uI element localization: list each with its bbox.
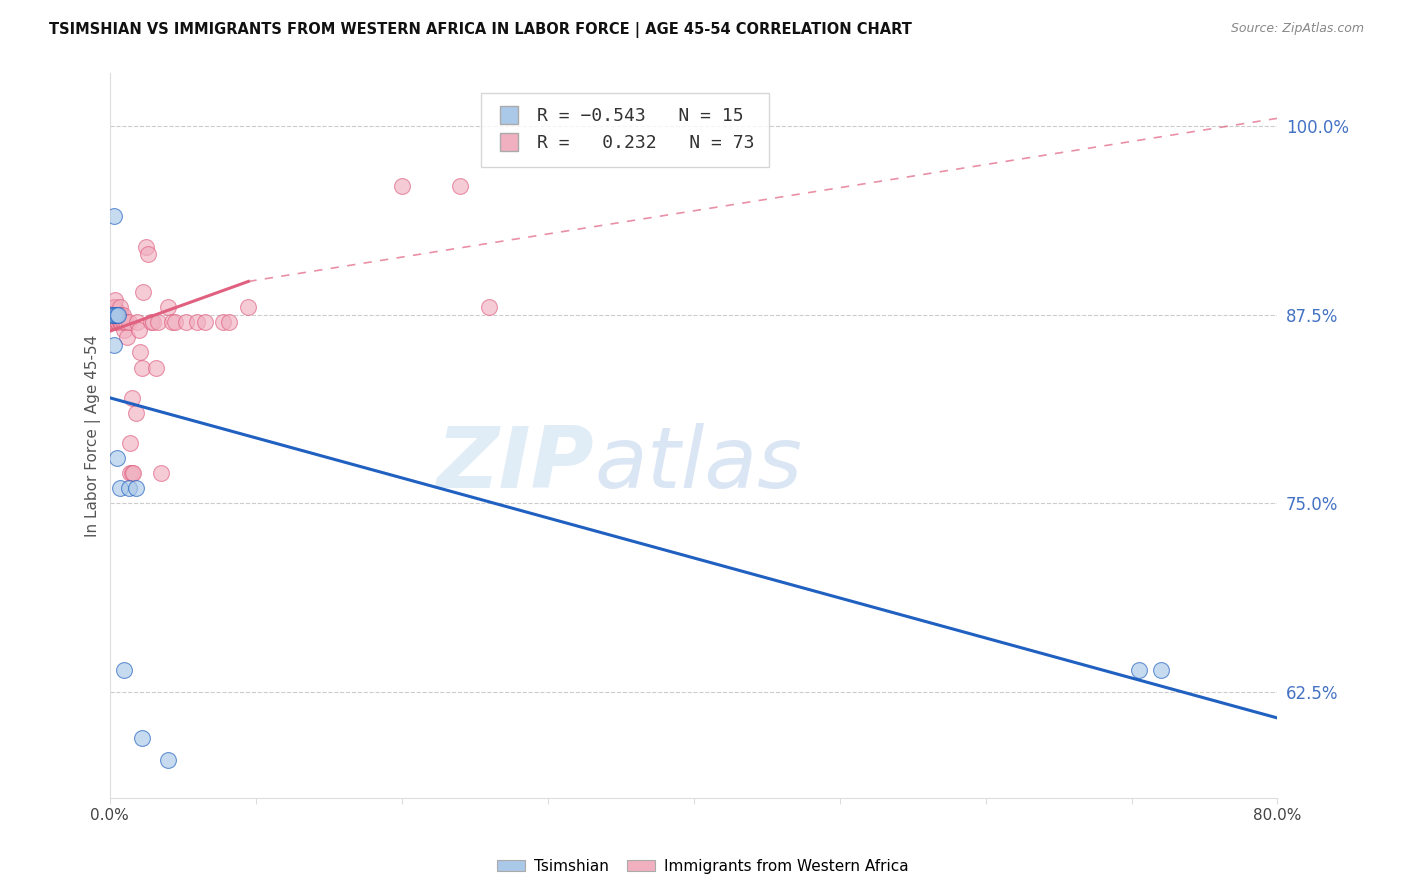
- Point: [135, 240, 157, 254]
- Point: [100, 315, 122, 329]
- Point: [125, 406, 148, 420]
- Point: [107, 315, 129, 329]
- Point: [146, 315, 169, 329]
- Point: [108, 315, 131, 329]
- Point: [111, 308, 134, 322]
- Point: [100, 315, 122, 329]
- Point: [103, 315, 125, 329]
- Point: [162, 315, 184, 329]
- Point: [103, 300, 125, 314]
- Text: TSIMSHIAN VS IMMIGRANTS FROM WESTERN AFRICA IN LABOR FORCE | AGE 45-54 CORRELATI: TSIMSHIAN VS IMMIGRANTS FROM WESTERN AFR…: [49, 22, 912, 38]
- Point: [108, 315, 131, 329]
- Point: [104, 308, 127, 322]
- Point: [128, 323, 150, 337]
- Point: [132, 285, 155, 299]
- Point: [101, 315, 124, 329]
- Point: [449, 179, 471, 194]
- Point: [149, 467, 172, 481]
- Point: [157, 300, 180, 314]
- Point: [186, 315, 208, 329]
- Point: [108, 300, 131, 314]
- Point: [104, 300, 127, 314]
- Point: [136, 247, 159, 261]
- Point: [131, 360, 153, 375]
- Point: [103, 308, 125, 322]
- Point: [120, 467, 142, 481]
- Point: [103, 308, 125, 322]
- Point: [157, 753, 180, 767]
- Legend: Tsimshian, Immigrants from Western Africa: Tsimshian, Immigrants from Western Afric…: [491, 853, 915, 880]
- Point: [111, 315, 134, 329]
- Point: [117, 482, 139, 496]
- Point: [100, 308, 122, 322]
- Point: [129, 345, 152, 359]
- Point: [110, 315, 132, 329]
- Point: [103, 300, 125, 314]
- Text: ZIP: ZIP: [437, 423, 595, 506]
- Point: [478, 300, 501, 314]
- Point: [112, 323, 135, 337]
- Point: [108, 308, 131, 322]
- Point: [238, 300, 260, 314]
- Point: [174, 315, 197, 329]
- Point: [1128, 663, 1150, 677]
- Point: [193, 315, 215, 329]
- Point: [110, 315, 132, 329]
- Point: [112, 663, 135, 677]
- Y-axis label: In Labor Force | Age 45-54: In Labor Force | Age 45-54: [86, 334, 101, 537]
- Point: [117, 315, 139, 329]
- Point: [105, 308, 128, 322]
- Point: [105, 315, 128, 329]
- Point: [112, 315, 135, 329]
- Point: [145, 360, 167, 375]
- Point: [115, 330, 138, 344]
- Point: [104, 315, 127, 329]
- Point: [105, 308, 128, 322]
- Point: [121, 467, 143, 481]
- Point: [165, 315, 187, 329]
- Point: [114, 315, 136, 329]
- Point: [104, 308, 127, 322]
- Point: [103, 308, 125, 322]
- Point: [107, 308, 129, 322]
- Point: [212, 315, 235, 329]
- Point: [100, 308, 122, 322]
- Point: [107, 308, 129, 322]
- Point: [131, 731, 153, 745]
- Point: [122, 467, 145, 481]
- Text: atlas: atlas: [595, 423, 803, 506]
- Point: [110, 308, 132, 322]
- Point: [121, 391, 143, 405]
- Point: [108, 482, 131, 496]
- Point: [142, 315, 165, 329]
- Point: [127, 315, 149, 329]
- Point: [125, 482, 148, 496]
- Point: [105, 451, 128, 466]
- Point: [105, 308, 128, 322]
- Point: [120, 436, 142, 450]
- Legend: R = −0.543   N = 15, R =   0.232   N = 73: R = −0.543 N = 15, R = 0.232 N = 73: [481, 93, 769, 167]
- Point: [101, 308, 124, 322]
- Point: [1150, 663, 1173, 677]
- Point: [139, 315, 162, 329]
- Point: [218, 315, 240, 329]
- Point: [103, 210, 125, 224]
- Point: [101, 315, 124, 329]
- Point: [104, 293, 127, 307]
- Point: [105, 315, 128, 329]
- Point: [103, 338, 125, 352]
- Point: [101, 315, 124, 329]
- Point: [391, 179, 413, 194]
- Text: Source: ZipAtlas.com: Source: ZipAtlas.com: [1230, 22, 1364, 36]
- Point: [107, 308, 129, 322]
- Point: [101, 308, 124, 322]
